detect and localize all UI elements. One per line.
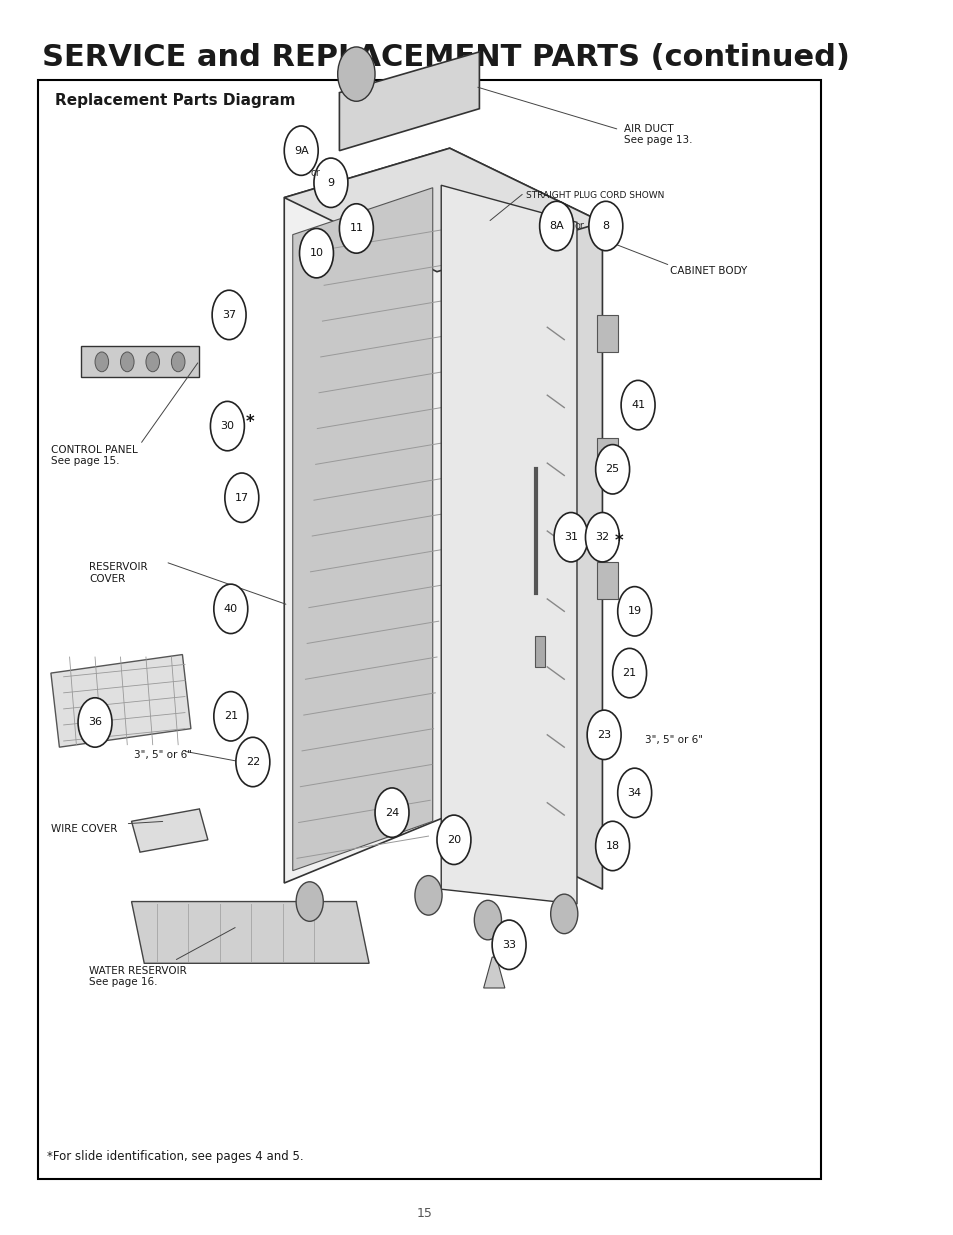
Text: 9A: 9A	[294, 146, 308, 156]
Circle shape	[539, 201, 573, 251]
Bar	[534, 636, 544, 667]
Text: 41: 41	[630, 400, 644, 410]
Text: SERVICE and REPLACEMENT PARTS (continued): SERVICE and REPLACEMENT PARTS (continued…	[42, 43, 849, 72]
Text: or: or	[574, 221, 584, 231]
Circle shape	[436, 815, 471, 864]
Circle shape	[595, 445, 629, 494]
Circle shape	[235, 737, 270, 787]
Text: Replacement Parts Diagram: Replacement Parts Diagram	[55, 93, 295, 107]
Circle shape	[612, 648, 646, 698]
Text: 21: 21	[622, 668, 636, 678]
Circle shape	[225, 473, 258, 522]
Text: AIR DUCT
See page 13.: AIR DUCT See page 13.	[623, 124, 692, 144]
Text: or: or	[311, 168, 320, 178]
Circle shape	[78, 698, 112, 747]
Text: 15: 15	[416, 1207, 432, 1220]
Polygon shape	[132, 902, 369, 963]
Bar	[596, 562, 617, 599]
Polygon shape	[51, 655, 191, 747]
Text: 3", 5" or 6": 3", 5" or 6"	[134, 750, 192, 760]
Bar	[596, 438, 617, 475]
Text: 31: 31	[563, 532, 578, 542]
Circle shape	[146, 352, 159, 372]
Text: STRAIGHT PLUG CORD SHOWN: STRAIGHT PLUG CORD SHOWN	[525, 191, 663, 200]
Polygon shape	[284, 148, 601, 272]
Circle shape	[284, 126, 318, 175]
Text: 3", 5" or 6": 3", 5" or 6"	[644, 735, 702, 745]
Text: 11: 11	[349, 224, 363, 233]
Text: 10: 10	[309, 248, 323, 258]
Circle shape	[295, 882, 323, 921]
Text: 8: 8	[601, 221, 609, 231]
Circle shape	[474, 900, 501, 940]
FancyBboxPatch shape	[38, 80, 821, 1179]
Text: WIRE COVER: WIRE COVER	[51, 824, 117, 834]
Circle shape	[95, 352, 109, 372]
Circle shape	[595, 821, 629, 871]
Circle shape	[617, 768, 651, 818]
Text: CABINET BODY: CABINET BODY	[670, 266, 747, 275]
Circle shape	[339, 204, 373, 253]
Text: CONTROL PANEL
See page 15.: CONTROL PANEL See page 15.	[51, 445, 137, 466]
Bar	[596, 315, 617, 352]
Circle shape	[212, 290, 246, 340]
Text: 30: 30	[220, 421, 234, 431]
Circle shape	[211, 401, 244, 451]
Circle shape	[492, 920, 525, 969]
Text: 36: 36	[88, 718, 102, 727]
Text: 34: 34	[627, 788, 641, 798]
Text: 17: 17	[234, 493, 249, 503]
Text: WATER RESERVOIR
See page 16.: WATER RESERVOIR See page 16.	[89, 966, 187, 987]
Circle shape	[172, 352, 185, 372]
Circle shape	[375, 788, 409, 837]
Circle shape	[617, 587, 651, 636]
Text: *: *	[246, 414, 254, 431]
Text: 33: 33	[501, 940, 516, 950]
Circle shape	[415, 876, 441, 915]
Circle shape	[213, 584, 248, 634]
Text: 24: 24	[384, 808, 398, 818]
Circle shape	[120, 352, 134, 372]
Text: 21: 21	[224, 711, 237, 721]
Circle shape	[585, 513, 618, 562]
Polygon shape	[132, 809, 208, 852]
Text: 23: 23	[597, 730, 611, 740]
Polygon shape	[449, 148, 601, 889]
Text: 40: 40	[224, 604, 237, 614]
Text: 9: 9	[327, 178, 335, 188]
Text: 25: 25	[605, 464, 619, 474]
Circle shape	[550, 894, 578, 934]
Text: 18: 18	[605, 841, 619, 851]
Text: *: *	[615, 532, 623, 550]
Polygon shape	[293, 188, 433, 871]
Text: 19: 19	[627, 606, 641, 616]
Text: 8A: 8A	[549, 221, 563, 231]
Circle shape	[554, 513, 587, 562]
Circle shape	[337, 47, 375, 101]
Circle shape	[299, 228, 334, 278]
Polygon shape	[80, 346, 199, 377]
Circle shape	[620, 380, 655, 430]
Circle shape	[213, 692, 248, 741]
Text: 22: 22	[246, 757, 260, 767]
Text: 32: 32	[595, 532, 609, 542]
Text: *For slide identification, see pages 4 and 5.: *For slide identification, see pages 4 a…	[47, 1150, 303, 1163]
Text: 20: 20	[446, 835, 460, 845]
Polygon shape	[339, 52, 479, 151]
Polygon shape	[483, 957, 504, 988]
Circle shape	[588, 201, 622, 251]
Text: RESERVOIR
COVER: RESERVOIR COVER	[89, 562, 148, 583]
Circle shape	[586, 710, 620, 760]
Text: 37: 37	[222, 310, 236, 320]
Circle shape	[314, 158, 348, 207]
Polygon shape	[284, 148, 449, 883]
Polygon shape	[440, 185, 577, 904]
